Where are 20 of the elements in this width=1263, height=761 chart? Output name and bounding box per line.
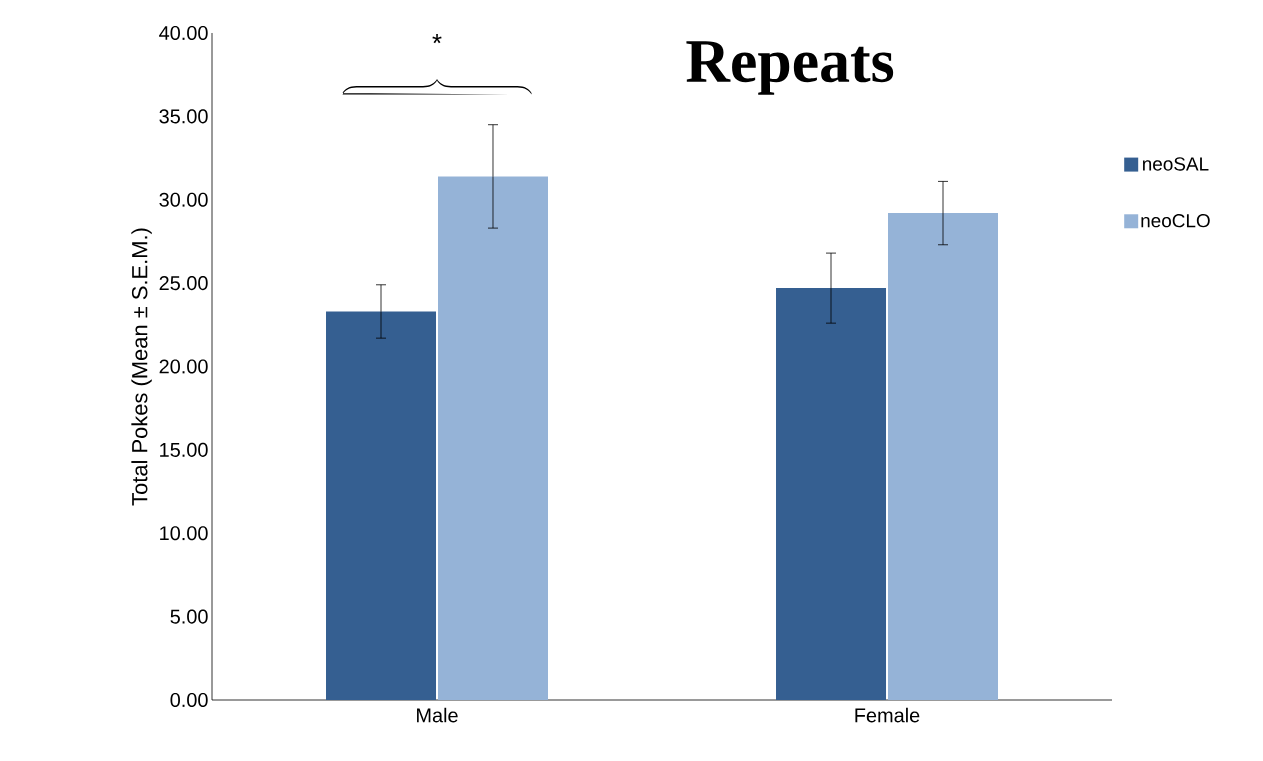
y-tick-label: 10.00 — [160, 526, 208, 541]
bar — [326, 311, 437, 700]
x-tick-label: Male — [417, 707, 458, 723]
legend-label: neoSAL — [1143, 157, 1209, 171]
bar — [888, 213, 999, 700]
y-axis-title: Total Pokes (Mean ± S.E.M.) — [131, 228, 152, 506]
y-tick-label: 5.00 — [170, 609, 208, 624]
annotation: * — [432, 34, 442, 44]
y-tick-label: 25.00 — [159, 276, 208, 291]
chart-title: Repeats — [686, 41, 894, 95]
y-tick-label: 15.00 — [160, 442, 208, 457]
bar — [438, 176, 548, 700]
y-tick-label: 0.00 — [170, 692, 208, 708]
x-tick-label: Female — [855, 707, 920, 723]
y-tick-label: 30.00 — [159, 192, 208, 207]
y-tick-label: 40.00 — [159, 25, 208, 41]
bar — [776, 288, 887, 700]
legend-label: neoCLO — [1141, 213, 1210, 228]
y-tick-label: 35.00 — [159, 109, 208, 124]
y-tick-label: 20.00 — [159, 359, 208, 374]
